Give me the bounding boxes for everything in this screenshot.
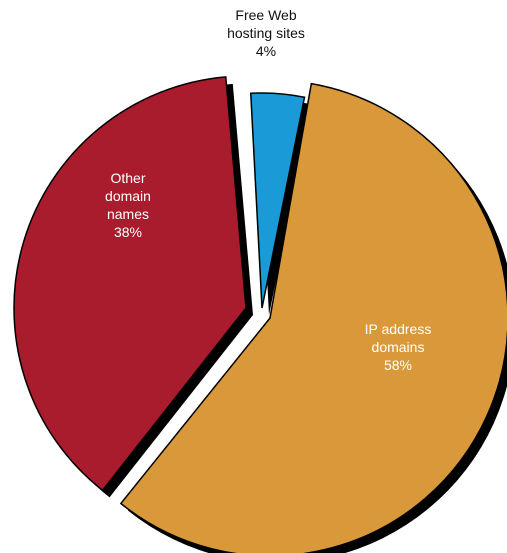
slice-label-line: Other: [110, 170, 145, 186]
slice-label-line: 38%: [114, 224, 142, 240]
slice-label-line: hosting sites: [227, 25, 305, 41]
slice-label-line: 4%: [256, 43, 276, 59]
slice-label-other: Other domain names 38%: [105, 170, 151, 240]
pie-slice-other: [13, 76, 247, 492]
pie-slice-ip: [119, 82, 507, 553]
slice-label-line: IP address: [365, 321, 432, 337]
slice-label-line: domains: [372, 339, 425, 355]
slice-label-free: Free Web hosting sites 4%: [227, 7, 305, 59]
slice-label-line: Free Web: [235, 7, 296, 23]
pie-slices: [13, 76, 507, 553]
slice-label-ip: IP address domains 58%: [365, 321, 432, 373]
slice-label-line: domain: [105, 188, 151, 204]
slice-labels: IP address domains 58% Other domain names 38% F…: [105, 7, 431, 373]
slice-label-line: 58%: [384, 357, 412, 373]
slice-label-line: names: [107, 206, 149, 222]
pie-slice-free: [249, 92, 306, 309]
